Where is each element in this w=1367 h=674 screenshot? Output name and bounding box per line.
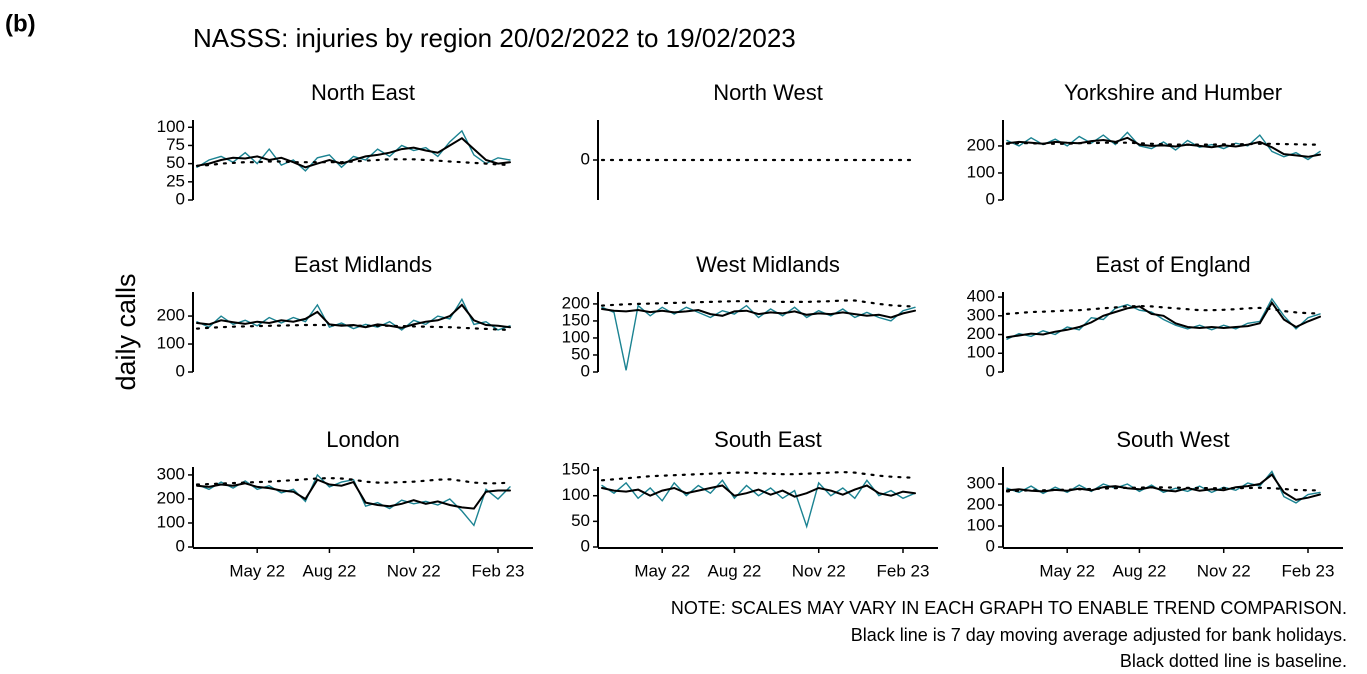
panel-title: West Midlands bbox=[696, 252, 840, 277]
x-tick-label: Aug 22 bbox=[302, 561, 356, 580]
y-tick-label: 0 bbox=[581, 361, 590, 380]
note: NOTE: SCALES MAY VARY IN EACH GRAPH TO E… bbox=[671, 598, 1347, 618]
y-tick-label: 0 bbox=[581, 536, 590, 555]
daily-line bbox=[1006, 470, 1321, 504]
x-tick-label: Nov 22 bbox=[1197, 561, 1251, 580]
y-tick-label: 0 bbox=[986, 361, 995, 380]
y-tick-label: 0 bbox=[986, 536, 995, 555]
y-tick-label: 100 bbox=[157, 334, 185, 353]
daily-line bbox=[196, 297, 511, 331]
panel-title: North East bbox=[311, 80, 415, 105]
baseline-line bbox=[600, 299, 917, 308]
y-tick-label: 0 bbox=[581, 149, 590, 168]
panel-title: South West bbox=[1116, 427, 1229, 452]
x-tick-label: Nov 22 bbox=[387, 561, 441, 580]
baseline-line bbox=[600, 470, 917, 482]
moving-average-line bbox=[196, 136, 511, 169]
daily-line bbox=[601, 304, 916, 371]
y-tick-label: 200 bbox=[562, 293, 590, 312]
x-tick-label: Nov 22 bbox=[792, 561, 846, 580]
y-tick-label: 100 bbox=[967, 515, 995, 534]
baseline-line bbox=[1005, 141, 1322, 146]
x-tick-label: May 22 bbox=[1039, 561, 1095, 580]
panel-title: Yorkshire and Humber bbox=[1064, 80, 1282, 105]
moving-average-line bbox=[1006, 136, 1321, 158]
y-tick-label: 50 bbox=[571, 344, 590, 363]
x-tick-label: May 22 bbox=[634, 561, 690, 580]
moving-average-line bbox=[601, 308, 916, 319]
x-tick-label: Aug 22 bbox=[707, 561, 761, 580]
y-tick-label: 0 bbox=[176, 189, 185, 208]
chart-title: NASSS: injuries by region 20/02/2022 to … bbox=[193, 23, 796, 53]
panel-label: (b) bbox=[5, 10, 36, 37]
y-tick-label: 0 bbox=[176, 361, 185, 380]
y-tick-label: 0 bbox=[986, 189, 995, 208]
y-tick-label: 0 bbox=[176, 536, 185, 555]
x-tick-label: Feb 23 bbox=[1282, 561, 1335, 580]
baseline-line bbox=[195, 476, 512, 486]
x-tick-label: Feb 23 bbox=[877, 561, 930, 580]
y-tick-label: 25 bbox=[166, 171, 185, 190]
panel-title: East Midlands bbox=[294, 252, 432, 277]
moving-average-line bbox=[196, 303, 511, 329]
panel-title: East of England bbox=[1095, 252, 1250, 277]
moving-average-line bbox=[196, 478, 511, 510]
note: Black dotted line is baseline. bbox=[1120, 651, 1347, 671]
panel-title: North West bbox=[713, 80, 823, 105]
y-tick-label: 100 bbox=[157, 512, 185, 531]
y-tick-label: 100 bbox=[967, 162, 995, 181]
daily-line bbox=[196, 129, 511, 172]
baseline-line bbox=[195, 158, 512, 167]
y-tick-label: 100 bbox=[157, 117, 185, 136]
y-tick-label: 150 bbox=[562, 310, 590, 329]
y-axis-label: daily calls bbox=[111, 273, 141, 390]
y-tick-label: 100 bbox=[562, 485, 590, 504]
baseline-line bbox=[1005, 486, 1322, 493]
note: Black line is 7 day moving average adjus… bbox=[851, 625, 1347, 645]
x-tick-label: Aug 22 bbox=[1112, 561, 1166, 580]
baseline-line bbox=[195, 323, 512, 332]
baseline-line bbox=[1005, 304, 1322, 315]
x-tick-label: May 22 bbox=[229, 561, 285, 580]
y-tick-label: 200 bbox=[157, 488, 185, 507]
y-tick-label: 200 bbox=[967, 494, 995, 513]
y-tick-label: 150 bbox=[562, 460, 590, 479]
y-tick-label: 100 bbox=[967, 343, 995, 362]
y-tick-label: 200 bbox=[157, 306, 185, 325]
y-tick-label: 300 bbox=[157, 464, 185, 483]
y-tick-label: 50 bbox=[166, 153, 185, 172]
y-tick-label: 75 bbox=[166, 135, 185, 154]
x-tick-label: Feb 23 bbox=[472, 561, 525, 580]
y-tick-label: 400 bbox=[967, 287, 995, 306]
y-tick-label: 50 bbox=[571, 511, 590, 530]
y-tick-label: 100 bbox=[562, 327, 590, 346]
moving-average-line bbox=[1006, 473, 1321, 501]
y-tick-label: 300 bbox=[967, 305, 995, 324]
y-tick-label: 200 bbox=[967, 324, 995, 343]
y-tick-label: 300 bbox=[967, 473, 995, 492]
moving-average-line bbox=[601, 484, 916, 498]
y-tick-label: 200 bbox=[967, 135, 995, 154]
panel-title: South East bbox=[714, 427, 822, 452]
panel-title: London bbox=[326, 427, 399, 452]
